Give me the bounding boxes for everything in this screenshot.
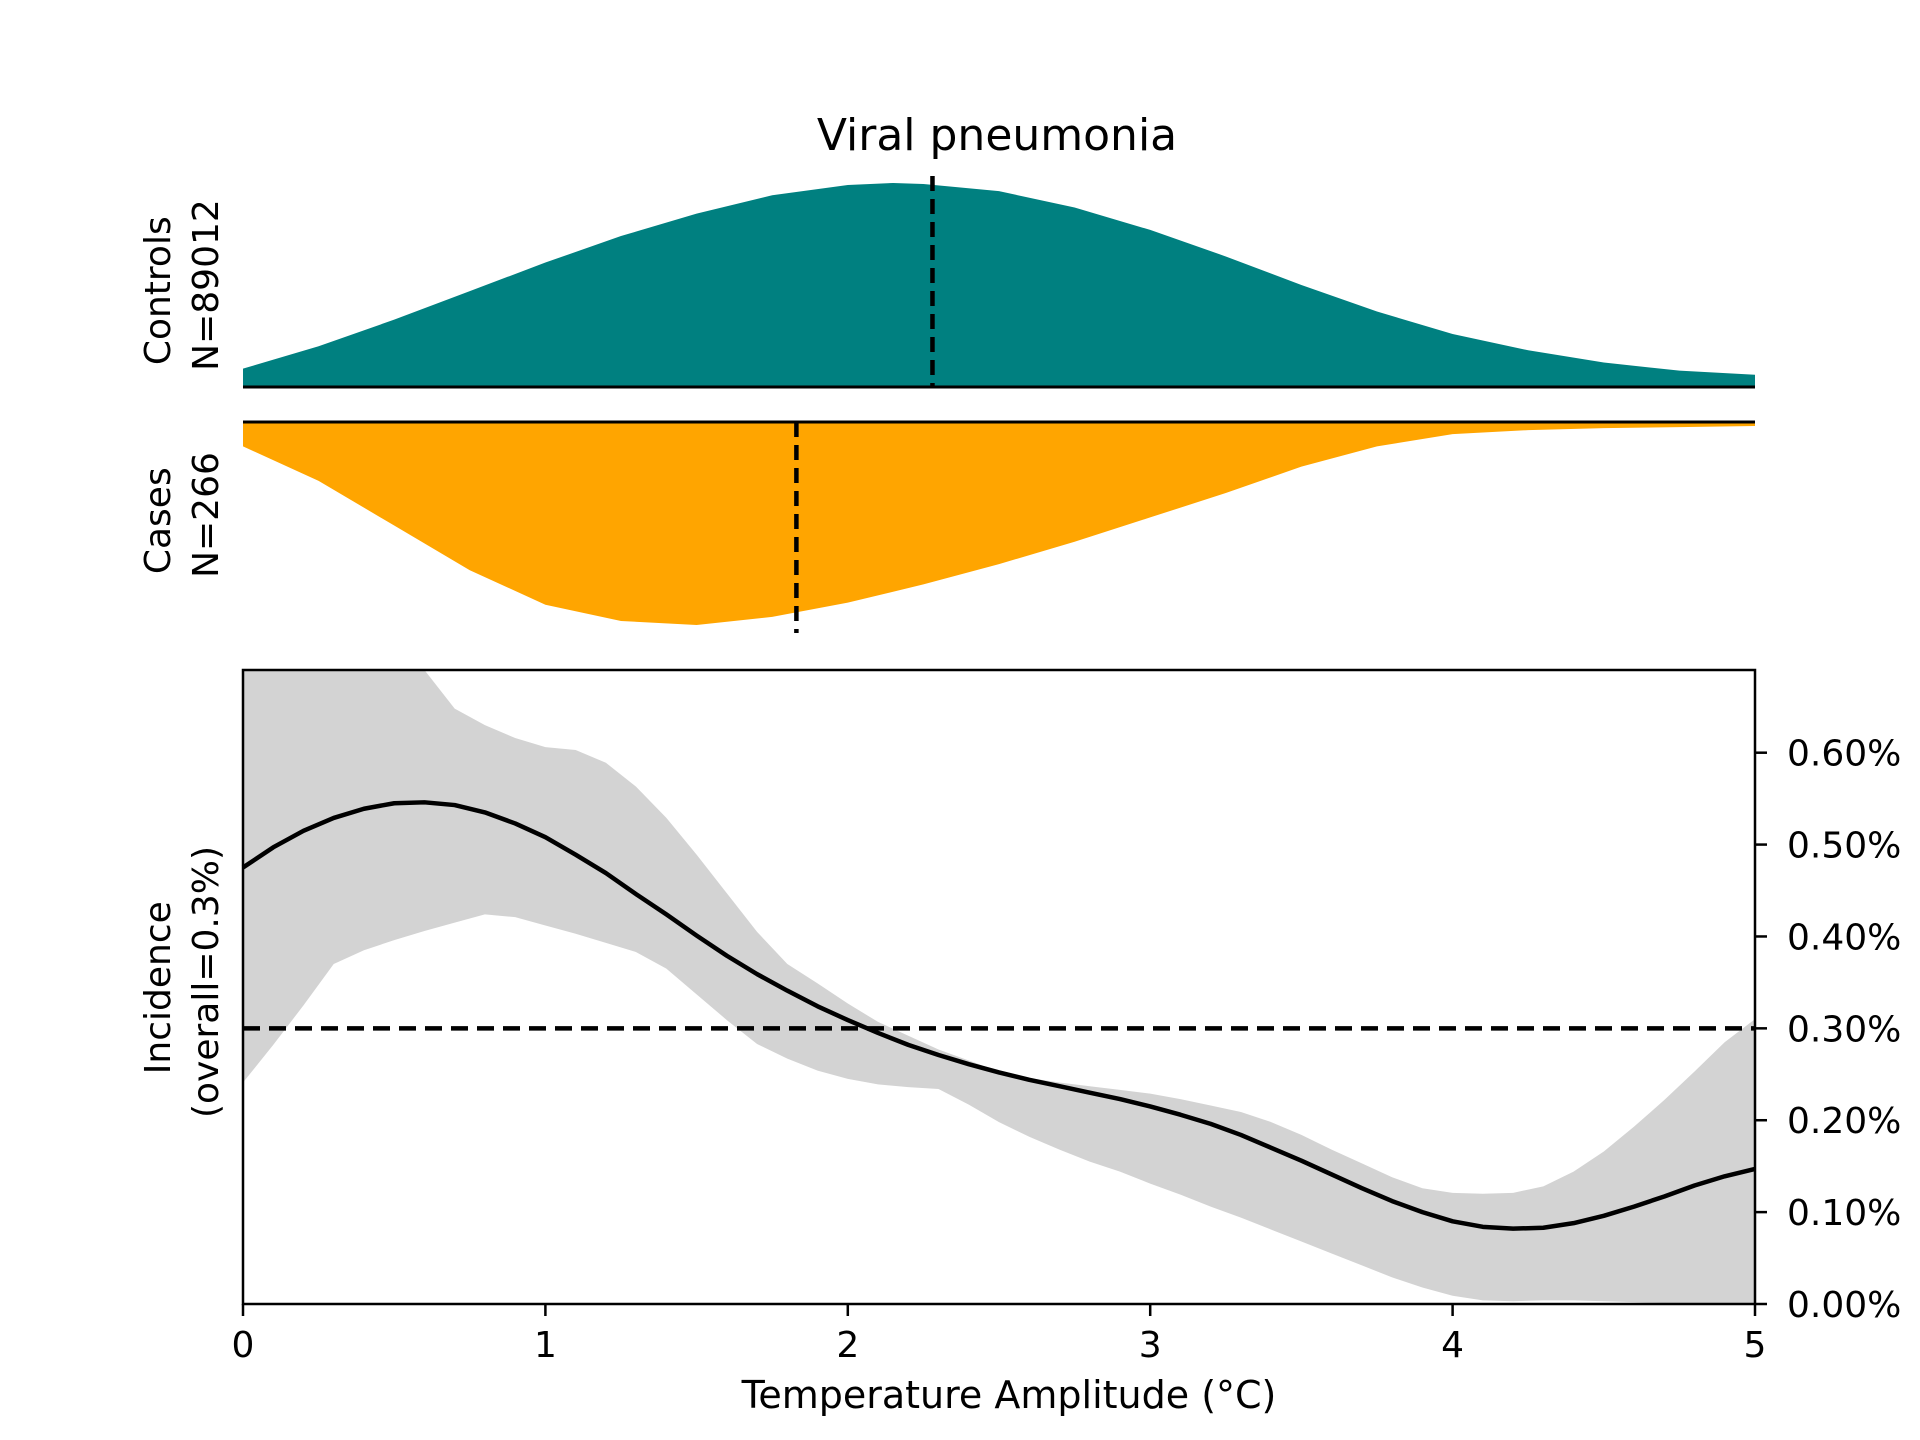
incidence-confidence-band bbox=[243, 670, 1755, 1304]
y-tick-label: 0.10% bbox=[1787, 1193, 1901, 1234]
y-tick-label: 0.30% bbox=[1787, 1009, 1901, 1050]
controls-label-line1: Controls bbox=[138, 216, 179, 365]
x-axis-label: Temperature Amplitude (°C) bbox=[741, 1373, 1277, 1417]
controls-density-panel: Controls N=89012 bbox=[138, 176, 1755, 389]
cases-label-line2: N=266 bbox=[186, 452, 227, 578]
incidence-curve bbox=[241, 800, 1756, 1231]
cases-label-line1: Cases bbox=[138, 467, 179, 574]
y-tick-label: 0.50% bbox=[1787, 826, 1901, 867]
incidence-ylabel: Incidence (overall=0.3%) bbox=[138, 846, 227, 1118]
x-tick-label: 2 bbox=[836, 1325, 859, 1366]
x-tick-label: 4 bbox=[1441, 1325, 1464, 1366]
incidence-plot-frame bbox=[241, 668, 1757, 1306]
x-axis: 0 1 2 3 4 5 bbox=[232, 1304, 1767, 1366]
incidence-y-axis: 0.00% 0.10% 0.20% 0.30% 0.40% 0.50% 0.60% bbox=[1755, 734, 1901, 1326]
y-tick-label: 0.40% bbox=[1787, 917, 1901, 958]
y-tick-label: 0.60% bbox=[1787, 734, 1901, 775]
y-tick-label: 0.20% bbox=[1787, 1101, 1901, 1142]
incidence-panel: 0.00% 0.10% 0.20% 0.30% 0.40% 0.50% 0.60% 0 1 2 3… bbox=[138, 668, 1901, 1417]
controls-density-area bbox=[243, 183, 1755, 387]
incidence-ylabel-line1: Incidence bbox=[138, 901, 179, 1074]
x-tick-label: 1 bbox=[534, 1325, 557, 1366]
x-tick-label: 0 bbox=[232, 1325, 255, 1366]
cases-density-area bbox=[243, 422, 1755, 625]
controls-label: Controls N=89012 bbox=[138, 199, 227, 371]
cases-density-panel: Cases N=266 bbox=[138, 420, 1755, 633]
y-tick-label: 0.00% bbox=[1787, 1285, 1901, 1326]
controls-label-line2: N=89012 bbox=[186, 199, 227, 371]
incidence-ylabel-line2: (overall=0.3%) bbox=[186, 846, 227, 1118]
x-tick-label: 5 bbox=[1744, 1325, 1767, 1366]
cases-label: Cases N=266 bbox=[138, 452, 227, 578]
x-tick-label: 3 bbox=[1139, 1325, 1162, 1366]
chart-title: Viral pneumonia bbox=[817, 110, 1177, 161]
